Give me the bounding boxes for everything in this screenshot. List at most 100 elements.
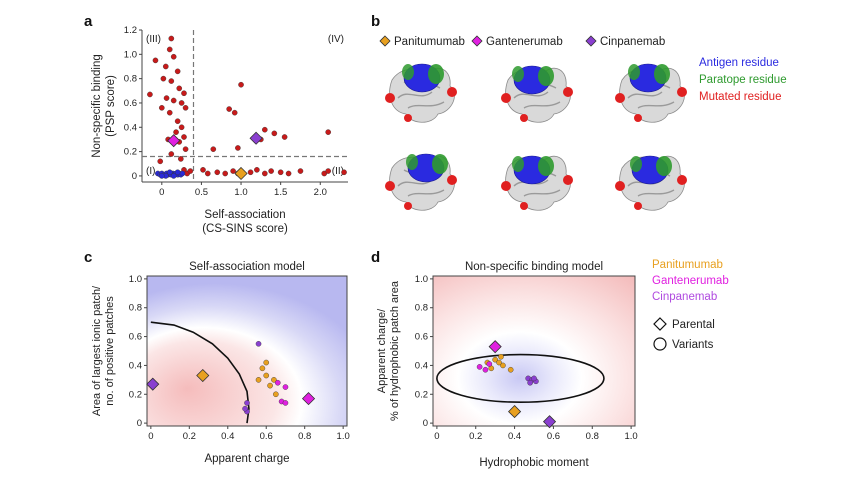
parental-diamond-marker — [249, 131, 263, 145]
y-tick-label: 0.6 — [124, 98, 137, 109]
x-tick-label: 0.6 — [547, 431, 560, 442]
variant-point — [277, 169, 284, 176]
x-tick-label: 0.2 — [469, 431, 482, 442]
parental-diamond-marker — [488, 340, 502, 354]
variant-point — [182, 105, 189, 111]
variant-point — [159, 105, 165, 111]
y-tick-label: 0.8 — [415, 303, 428, 314]
mutated-residue-blob — [404, 202, 412, 210]
quadrant-label-III: (III) — [146, 34, 161, 45]
variant-point — [187, 168, 194, 174]
y-tick-label: 0.8 — [129, 303, 142, 314]
x-tick-label: 0.8 — [586, 431, 599, 442]
variant-point — [179, 170, 186, 177]
variant-point — [214, 169, 221, 176]
antibody-structure — [385, 153, 457, 211]
parental-diamond-marker — [196, 368, 210, 383]
x-tick-label: 0.2 — [183, 431, 196, 442]
x-axis-label: Hydrophobic moment — [479, 457, 589, 469]
legend-diamond-icon — [653, 317, 667, 331]
variant-point — [174, 68, 181, 75]
variant-point — [230, 168, 236, 174]
paratope-residue-blob — [630, 156, 642, 172]
legend-marker-label: Variants — [672, 339, 714, 351]
mutated-residue-blob — [501, 93, 511, 103]
panel-letter-a: a — [84, 13, 93, 30]
variant-point — [166, 169, 173, 176]
mutated-residue-blob — [520, 202, 528, 210]
x-tick-label: 0 — [434, 431, 439, 442]
y-tick-label: 1.0 — [124, 49, 137, 60]
paratope-residue-blob — [654, 64, 670, 84]
legend-label: Cinpanemab — [600, 36, 665, 48]
y-tick-label: 0 — [423, 418, 428, 429]
y-tick-label: 0.2 — [124, 147, 137, 158]
panel-c-chart: 0 0.2 0.4 0.6 0.8 1.0 0 0.2 0.4 0.6 0.8 1.0 Self-ass… — [91, 261, 350, 465]
variant-point — [267, 382, 273, 389]
variant-point — [170, 173, 177, 179]
mutated-residue-blob — [447, 175, 457, 185]
y-tick-label: 0.6 — [129, 332, 142, 343]
variant-point — [238, 81, 244, 88]
panel-a-chart: 0 0.5 1.0 1.5 2.0 0 0.2 0.4 0.6 0.8 1.0 1.2 (I) (II) (… — [91, 25, 348, 235]
parental-diamond-marker — [167, 134, 181, 148]
variant-point — [255, 340, 262, 347]
antibody-structure — [501, 155, 573, 211]
variant-point — [282, 384, 289, 390]
x-tick-label: 0.5 — [195, 187, 208, 198]
residue-legend: Antigen residue Paratope residue Mutated r… — [699, 57, 787, 103]
legend-marker-label: Parental — [672, 319, 715, 331]
y-axis-label-line2: no. of positive patches — [104, 296, 116, 406]
variant-point — [163, 95, 170, 101]
parental-diamond-marker — [146, 377, 160, 391]
x-axis-label-line2: (CS-SINS score) — [202, 223, 288, 235]
mutated-residue-blob — [615, 93, 625, 103]
decision-boundary-ellipse — [436, 353, 605, 404]
variant-point — [168, 78, 175, 84]
panel-letter-d: d — [371, 249, 380, 266]
plot-frame — [432, 275, 636, 427]
variant-point — [170, 97, 177, 104]
variant-point — [152, 57, 159, 64]
variant-point — [178, 100, 185, 106]
parental-diamond-marker — [508, 405, 522, 419]
x-tick-label: 0.4 — [221, 431, 234, 442]
y-tick-label: 0 — [132, 171, 137, 182]
x-tick-label: 0 — [148, 431, 153, 442]
x-tick-label: 0.6 — [260, 431, 273, 442]
variant-point — [168, 151, 175, 157]
paratope-residue-blob — [538, 66, 554, 86]
variant-point — [297, 168, 304, 174]
y-tick-label: 0.2 — [415, 389, 428, 400]
residue-legend-label: Mutated residue — [699, 91, 781, 103]
x-tick-label: 0 — [159, 187, 164, 198]
quadrant-label-II: (II) — [332, 166, 344, 177]
variant-point — [247, 169, 254, 176]
decision-surface — [433, 276, 635, 426]
y-tick-label: 0.4 — [129, 360, 142, 371]
variant-point — [496, 359, 502, 366]
variant-point — [273, 391, 279, 398]
variant-point — [341, 169, 347, 176]
antibody-structure — [501, 65, 573, 123]
mutated-residue-blob — [634, 202, 642, 210]
variant-point — [178, 156, 184, 162]
variant-point — [166, 46, 173, 53]
mutated-residue-blob — [677, 87, 687, 97]
variant-point — [527, 379, 533, 386]
x-tick-label: 1.0 — [625, 431, 638, 442]
variant-point — [263, 372, 270, 379]
variant-point — [159, 173, 165, 179]
y-tick-label: 1.0 — [129, 274, 142, 285]
legend-series-label: Gantenerumab — [652, 275, 729, 287]
variant-point — [181, 90, 187, 97]
quadrant-label-IV: (IV) — [328, 34, 344, 45]
panel-d-chart: 0 0.2 0.4 0.6 0.8 1.0 0 0.2 0.4 0.6 0.8 1.0 Non-spec… — [376, 261, 638, 469]
variant-point — [210, 146, 217, 152]
paratope-residue-blob — [402, 64, 414, 80]
y-tick-label: 0.2 — [129, 389, 142, 400]
x-axis-label: Self-association — [204, 209, 285, 221]
y-axis-label-group: Apparent charge/% of hydrophobic patch a… — [376, 280, 401, 421]
quadrant-label-I: (I) — [146, 166, 155, 177]
